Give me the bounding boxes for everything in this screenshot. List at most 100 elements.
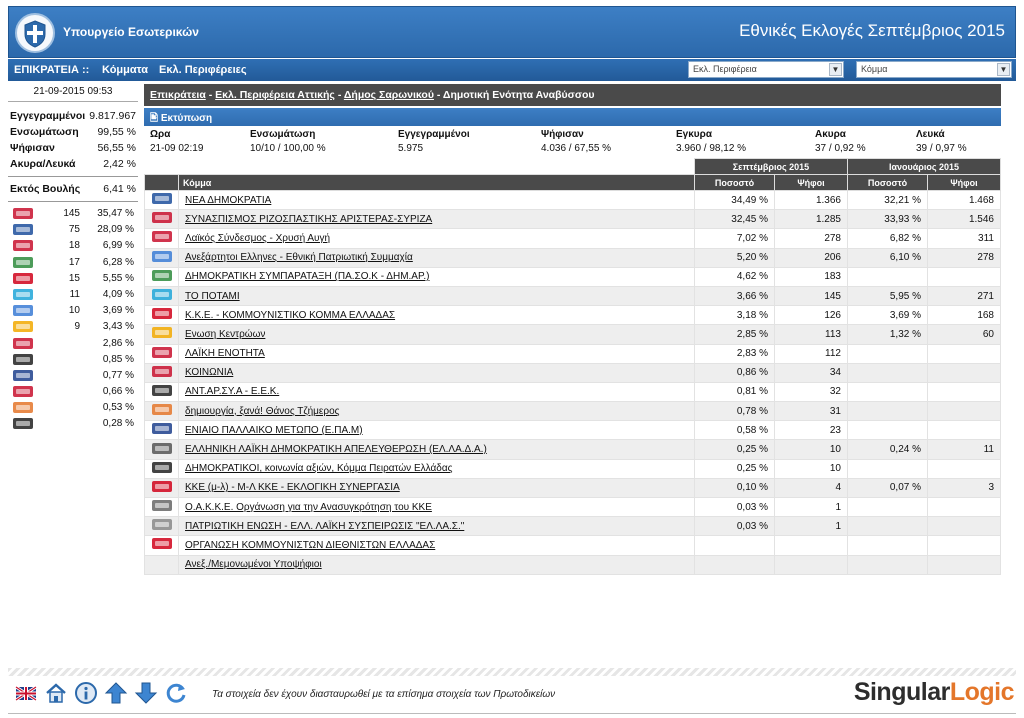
party-link[interactable]: ΟΡΓΑΝΩΣΗ ΚΟΜΜΟΥΝΙΣΤΩΝ ΔΙΕΘΝΙΣΤΩΝ ΕΛΛΑΔΑΣ xyxy=(185,539,436,551)
jan-pct xyxy=(847,458,928,479)
jan-pct: 0,24 % xyxy=(847,439,928,460)
seat-percentage: 0,66 % xyxy=(102,386,134,398)
party-name-cell: ΤΟ ΠΟΤΑΜΙ xyxy=(178,285,695,307)
seat-row[interactable]: 0,85 % xyxy=(8,352,138,368)
party-link[interactable]: ΛΑΪΚΗ ΕΝΟΤΗΤΑ xyxy=(185,348,265,360)
refresh-icon[interactable] xyxy=(164,681,188,705)
seat-row[interactable]: 0,77 % xyxy=(8,368,138,384)
jan-votes xyxy=(927,516,1001,537)
xa-logo-icon xyxy=(152,231,172,243)
results-table: Σεπτέμβριος 2015 Ιανουάριος 2015 Κόμμα Π… xyxy=(144,158,1001,575)
singularlogic-logo[interactable]: SingularLogic xyxy=(853,678,1015,707)
party-link[interactable]: Λαϊκός Σύνδεσμος - Χρυσή Αυγή xyxy=(185,232,331,244)
breadcrumb: Επικράτεια - Εκλ. Περιφέρεια Αττικής - Δ… xyxy=(144,84,1001,106)
summary-value: 39 / 0,97 % xyxy=(916,143,967,154)
print-button[interactable]: 🖹 Εκτύπωση xyxy=(144,108,1001,126)
party-link[interactable]: ΕΝΙΑΙΟ ΠΑΛΛΑΙΚΟ ΜΕΤΩΠΟ (Ε.ΠΑ.Μ) xyxy=(185,424,363,436)
arrow-down-icon[interactable] xyxy=(134,681,158,705)
ministry-name[interactable]: Υπουργείο Εσωτερικών xyxy=(63,25,199,39)
party-link[interactable]: Ο.Α.Κ.Κ.Ε. Οργάνωση για την Ανασυγκρότησ… xyxy=(185,501,432,513)
party-link[interactable]: ΤΟ ΠΟΤΑΜΙ xyxy=(185,290,240,302)
party-select-value: Κόμμα xyxy=(861,64,888,74)
party-logo-cell xyxy=(144,535,179,556)
uk-flag-icon[interactable] xyxy=(14,681,38,705)
party-select[interactable]: Κόμμα ▼ xyxy=(856,61,1012,78)
dimokratikoi-logo-icon xyxy=(152,461,172,473)
home-icon[interactable] xyxy=(44,681,68,705)
jan-pct: 3,69 % xyxy=(847,305,928,326)
info-icon[interactable] xyxy=(74,681,98,705)
party-link[interactable]: Κ.Κ.Ε. - ΚΟΜΜΟΥΝΙΣΤΙΚΟ ΚΟΜΜΑ ΕΛΛΑΔΑΣ xyxy=(185,309,396,321)
syriza-logo-icon xyxy=(13,208,33,219)
jan-pct xyxy=(847,401,928,422)
seat-row[interactable]: 9 3,43 % xyxy=(8,319,138,335)
table-row: ΕΛΛΗΝΙΚΗ ΛΑΪΚΗ ΔΗΜΟΚΡΑΤΙΚΗ ΑΠΕΛΕΥΘΕΡΩΣΗ … xyxy=(144,439,1001,460)
seat-row[interactable]: 17 6,28 % xyxy=(8,255,138,271)
sep-votes: 145 xyxy=(774,285,848,307)
party-link[interactable]: ΣΥΝΑΣΠΙΣΜΟΣ ΡΙΖΟΣΠΑΣΤΙΚΗΣ ΑΡΙΣΤΕΡΑΣ-ΣΥΡΙ… xyxy=(185,213,433,225)
jan-pct xyxy=(847,554,928,575)
col-sep-pct: Ποσοστό xyxy=(694,174,775,191)
party-name-cell: ΛΑΪΚΗ ΕΝΟΤΗΤΑ xyxy=(178,343,695,364)
seat-count: 17 xyxy=(68,256,80,268)
party-logo-cell xyxy=(144,381,179,403)
nav-epikrateia[interactable]: ΕΠΙΚΡΑΤΕΙΑ :: xyxy=(14,64,90,76)
breadcrumb-link-epikrateia[interactable]: Επικράτεια xyxy=(150,89,206,101)
party-logo-cell xyxy=(144,362,179,383)
koinonia-logo-icon xyxy=(13,386,33,398)
party-name-cell: Ανεξάρτητοι Ελληνες - Εθνική Πατριωτική … xyxy=(178,247,695,268)
nationwide-summary-panel: 21-09-2015 09:53 Εγγεγραμμένοι 9.817.967 Ε… xyxy=(8,84,138,433)
breadcrumb-link-attica[interactable]: Εκλ. Περιφέρεια Αττικής xyxy=(215,89,335,101)
kke-ml-logo-icon xyxy=(152,480,172,492)
summary-header: Ενσωμάτωση xyxy=(250,129,316,140)
seat-row[interactable]: 11 4,09 % xyxy=(8,287,138,303)
party-name-cell: ΕΛΛΗΝΙΚΗ ΛΑΪΚΗ ΔΗΜΟΚΡΑΤΙΚΗ ΑΠΕΛΕΥΘΕΡΩΣΗ … xyxy=(178,439,695,460)
brand-part1: Singular xyxy=(853,678,951,706)
party-name[interactable]: Ανεξ./Μεμονωμένοι Υποψήφιοι xyxy=(185,559,322,571)
stat-label: Εγγεγραμμένοι xyxy=(10,110,86,122)
seat-row[interactable]: 75 28,09 % xyxy=(8,222,138,238)
party-link[interactable]: δημιουργία, ξανά! Θάνος Τζήμερος xyxy=(185,405,340,417)
sep-votes: 23 xyxy=(774,420,848,441)
epam-logo-icon xyxy=(13,369,33,381)
arrow-up-icon[interactable] xyxy=(104,681,128,705)
party-link[interactable]: ΔΗΜΟΚΡΑΤΙΚΗ ΣΥΜΠΑΡΑΤΑΞΗ (ΠΑ.ΣΟ.Κ - ΔΗΜ.Α… xyxy=(185,271,430,283)
party-link[interactable]: ΝΕΑ ΔΗΜΟΚΡΑΤΙΑ xyxy=(185,194,272,206)
party-link[interactable]: ΚΟΙΝΩΝΙΑ xyxy=(185,367,234,379)
sep-pct: 0,10 % xyxy=(694,477,775,499)
seat-row[interactable]: 15 5,55 % xyxy=(8,271,138,287)
laiki-enotita-logo-icon xyxy=(152,346,172,358)
party-link[interactable]: ΕΛΛΗΝΙΚΗ ΛΑΪΚΗ ΔΗΜΟΚΡΑΤΙΚΗ ΑΠΕΛΕΥΘΕΡΩΣΗ … xyxy=(185,444,487,456)
breadcrumb-link-saronikos[interactable]: Δήμος Σαρωνικού xyxy=(343,89,434,101)
party-link[interactable]: ΚΚΕ (μ-λ) - Μ-Λ ΚΚΕ - ΕΚΛΟΓΙΚΗ ΣΥΝΕΡΓΑΣΙ… xyxy=(185,482,400,494)
print-label: Εκτύπωση xyxy=(160,113,213,124)
seat-count: 10 xyxy=(68,305,80,317)
xa-logo-icon xyxy=(13,240,33,252)
nd-logo-icon xyxy=(13,224,33,236)
outside-parliament-value: 6,41 % xyxy=(103,183,136,195)
koinonia-logo-icon xyxy=(152,365,172,377)
region-select[interactable]: Εκλ. Περιφέρεια ▼ xyxy=(688,61,844,78)
sep-pct: 34,49 % xyxy=(694,189,775,211)
party-link[interactable]: ΔΗΜΟΚΡΑΤΙΚΟΙ, κοινωνία αξιών, Κόμμα Πειρ… xyxy=(185,463,453,475)
seat-row[interactable]: 145 35,47 % xyxy=(8,206,138,222)
party-logo-cell xyxy=(144,228,179,249)
jan-pct xyxy=(847,496,928,518)
seat-row[interactable]: 10 3,69 % xyxy=(8,303,138,319)
ministry-emblem-icon[interactable] xyxy=(15,13,55,53)
seat-row[interactable]: 0,28 % xyxy=(8,416,138,432)
seat-count: 9 xyxy=(74,321,80,333)
summary-value: 4.036 / 67,55 % xyxy=(541,143,612,154)
party-link[interactable]: ΠΑΤΡΙΩΤΙΚΗ ΕΝΩΣΗ - ΕΛΛ. ΛΑΪΚΗ ΣΥΣΠΕΙΡΩΣΙ… xyxy=(185,520,465,532)
seat-row[interactable]: 2,86 % xyxy=(8,336,138,352)
seat-percentage: 28,09 % xyxy=(97,224,134,236)
party-link[interactable]: Ανεξάρτητοι Ελληνες - Εθνική Πατριωτική … xyxy=(185,252,413,264)
nav-regions[interactable]: Εκλ. Περιφέρειες xyxy=(159,64,247,76)
jan-votes: 11 xyxy=(927,439,1001,460)
party-link[interactable]: ΑΝΤ.ΑΡ.ΣΥ.Α - Ε.Ε.Κ. xyxy=(185,386,280,398)
party-link[interactable]: Ενωση Κεντρώων xyxy=(185,328,266,340)
seat-row[interactable]: 18 6,99 % xyxy=(8,238,138,254)
seat-row[interactable]: 0,66 % xyxy=(8,384,138,400)
nav-parties[interactable]: Κόμματα xyxy=(102,64,148,76)
seat-row[interactable]: 0,53 % xyxy=(8,400,138,416)
